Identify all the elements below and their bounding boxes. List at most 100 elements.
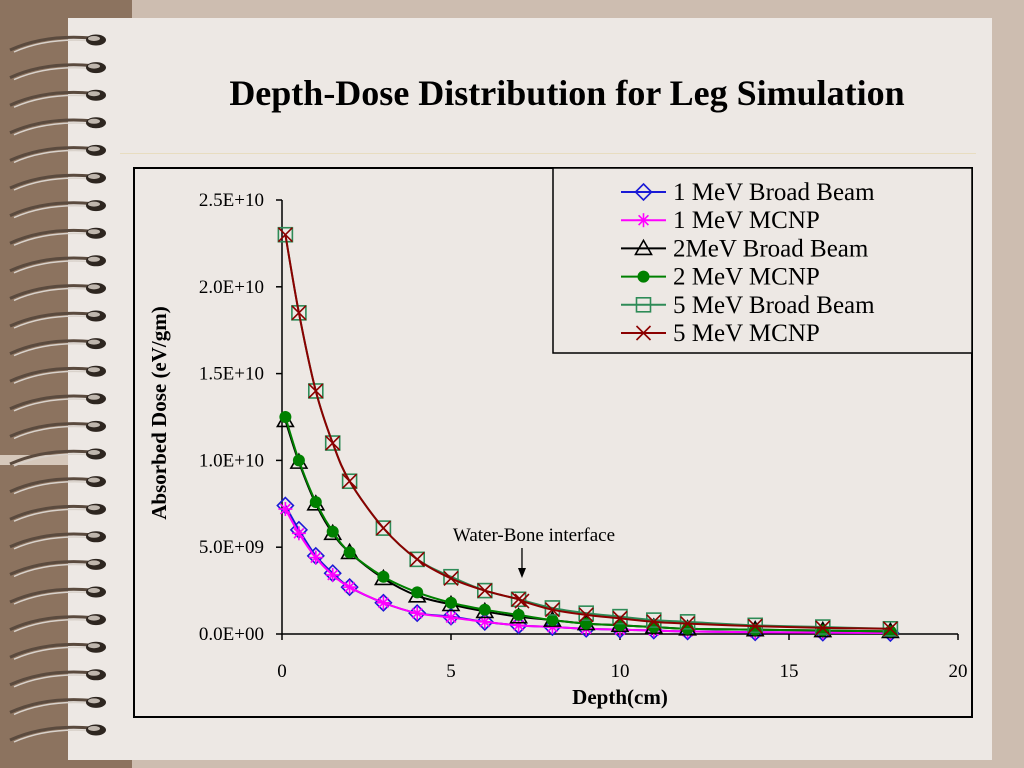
data-point [680,616,696,632]
y-tick-label: 2.5E+10 [199,190,264,211]
marker-stroke [277,227,293,243]
annotation-arrow-head [517,568,526,578]
legend-label: 1 MeV Broad Beam [673,179,875,206]
legend-entry: 5 MeV Broad Beam [621,292,875,319]
data-point [307,383,324,399]
data-point [443,568,459,585]
data-point [324,435,341,451]
data-point [342,473,358,489]
marker-stroke [635,325,652,341]
data-point [645,612,662,628]
binding-ring [9,724,106,743]
binding-ring [9,586,106,605]
data-point [411,586,424,599]
data-point [409,551,426,568]
binding-ring [9,558,106,578]
y-tick-label: 2.0E+10 [199,277,264,298]
binding-ring [9,696,106,716]
data-point [815,620,831,636]
spiral-binding [9,34,106,743]
binding-ring [9,669,106,688]
slide-title: Depth-Dose Distribution for Leg Simulati… [229,73,905,113]
data-point [325,567,340,582]
legend-entry: 2MeV Broad Beam [621,235,869,262]
y-tick-label: 0.0E+00 [199,624,264,645]
data-point [441,607,461,626]
data-point [341,473,358,490]
data-point [747,618,763,634]
data-point [278,502,293,517]
marker-stroke [578,607,594,623]
binding-ring [9,503,106,522]
binding-ring [9,448,106,467]
y-tick-label: 1.0E+10 [199,450,264,471]
legend-marker [634,238,653,256]
legend-entry: 2 MeV MCNP [621,264,820,291]
marker-stroke [375,520,391,536]
series-layer [276,226,900,643]
data-point [376,595,391,610]
data-point [612,610,628,626]
data-point [343,546,356,559]
legend-label: 2MeV Broad Beam [673,235,869,262]
data-point [377,570,390,583]
series-6 [277,227,898,637]
binding-ring [9,200,106,219]
binding-ring [9,62,106,81]
binding-ring [9,641,106,660]
data-point [475,612,494,631]
x-tick-label: 10 [611,661,630,682]
binding-ring [9,338,106,357]
marker-stroke [325,435,341,451]
data-point [308,550,323,565]
marker-stroke [477,583,493,599]
data-point [578,607,594,623]
binding-ring [9,365,106,384]
marker-stroke [680,616,696,632]
x-tick-label: 0 [277,661,287,682]
data-point [326,525,339,538]
data-point [612,608,628,625]
data-point [444,610,458,625]
y-tick-label: 1.5E+10 [199,364,264,385]
marker-stroke [612,610,628,626]
data-point [477,583,493,599]
data-point [679,614,696,630]
data-point [443,570,459,587]
marker-stroke [308,383,324,399]
data-point [409,551,425,567]
binding-ring [9,614,106,633]
binding-ring [9,172,106,191]
binding-ring [9,310,106,329]
data-point [309,496,322,509]
data-point [543,617,562,637]
legend-entry: 1 MeV Broad Beam [621,179,875,206]
marker-stroke [747,618,763,634]
binding-ring [9,420,106,440]
y-axis-title: Absorbed Dose (eV/gm) [147,306,171,519]
x-tick-label: 20 [949,661,968,682]
marker-stroke [514,593,530,609]
legend-marker [635,325,652,341]
data-point [410,606,425,621]
legend-marker [634,182,653,202]
data-point [277,227,293,243]
marker-stroke [882,621,898,637]
legend-marker [635,296,652,313]
data-point [375,520,392,536]
data-point [477,614,492,629]
legend-entry: 5 MeV MCNP [621,320,820,347]
data-point [514,593,530,609]
data-point [291,526,306,541]
data-point [408,604,427,623]
marker-stroke [291,305,307,321]
title-divider [120,153,976,154]
data-point [476,582,493,599]
data-point [279,411,292,423]
x-axis-title: Depth(cm) [572,685,668,709]
x-tick-label: 5 [446,661,456,682]
binding-ring [9,255,106,274]
binding-ring [9,282,106,302]
